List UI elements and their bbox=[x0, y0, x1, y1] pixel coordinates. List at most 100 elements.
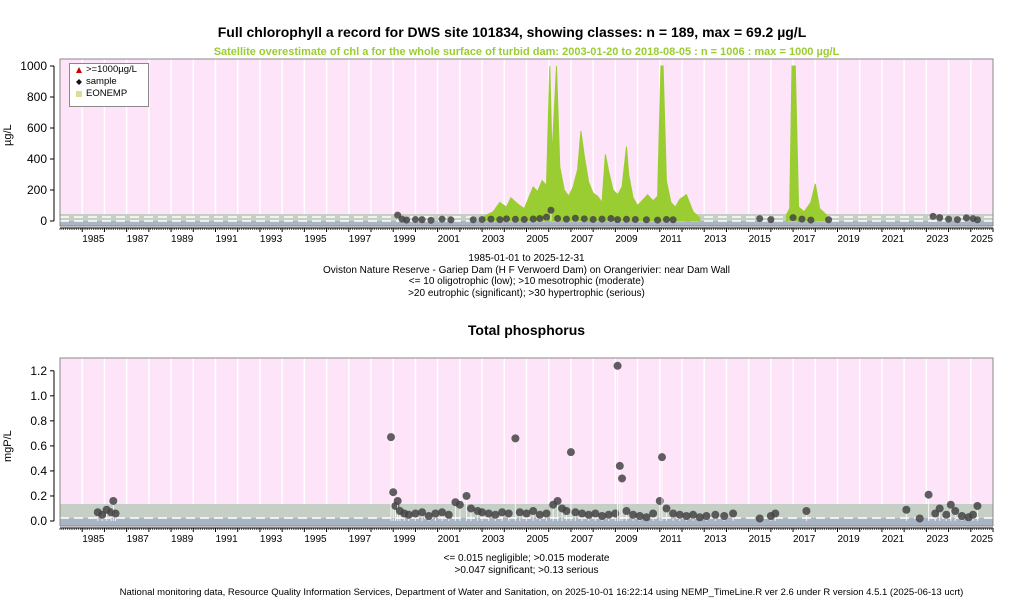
y-tick-label: 1.0 bbox=[30, 389, 47, 403]
square-icon bbox=[76, 91, 82, 97]
sample-point bbox=[929, 212, 937, 220]
chlorophyll-chart-subtitle: Satellite overestimate of chl a for the … bbox=[213, 46, 840, 58]
sample-point bbox=[618, 474, 627, 483]
x-tick-label: 2025 bbox=[971, 234, 994, 245]
sample-point bbox=[945, 215, 953, 223]
sample-point bbox=[411, 215, 419, 223]
sample-point bbox=[496, 216, 504, 224]
sample-point bbox=[973, 501, 982, 510]
x-tick-label: 1985 bbox=[82, 534, 105, 545]
x-tick-label: 2009 bbox=[615, 534, 638, 545]
x-tick-label: 2025 bbox=[971, 534, 994, 545]
caption-tp-class-high: >0.047 significant; >0.13 serious bbox=[454, 564, 599, 576]
sample-point bbox=[729, 509, 738, 518]
sample-point bbox=[427, 216, 435, 224]
sample-point bbox=[789, 214, 797, 222]
sample-point bbox=[389, 488, 398, 497]
sample-point bbox=[584, 510, 593, 519]
sample-point bbox=[447, 216, 455, 224]
sample-point bbox=[607, 215, 615, 223]
sample-point bbox=[915, 514, 924, 523]
sample-point bbox=[682, 511, 691, 520]
chlorophyll-y-axis-label: µg/L bbox=[2, 124, 14, 146]
x-tick-label: 1989 bbox=[171, 234, 194, 245]
sample-point bbox=[562, 506, 571, 515]
y-tick-label: 0.8 bbox=[30, 414, 47, 428]
sample-point bbox=[578, 509, 587, 518]
satellite-series-area bbox=[785, 65, 827, 222]
x-tick-label: 2007 bbox=[571, 234, 594, 245]
phosphorus-chart: 0.0 0.2 0.4 0.6 0.8 1.0 1.2 1985 1987 1989 1991 199… bbox=[30, 357, 994, 545]
sample-point bbox=[654, 216, 662, 224]
sample-point bbox=[802, 506, 811, 515]
x-tick-label: 1995 bbox=[304, 234, 327, 245]
sample-point bbox=[825, 216, 833, 224]
sample-point bbox=[622, 506, 631, 515]
sample-point bbox=[438, 215, 446, 223]
phosphorus-chart-title: Total phosphorus bbox=[467, 322, 586, 338]
sample-point bbox=[515, 508, 524, 517]
sample-point bbox=[554, 215, 562, 223]
sample-point bbox=[498, 508, 507, 517]
sample-point bbox=[658, 453, 667, 462]
sample-point bbox=[418, 508, 427, 517]
sample-point bbox=[924, 490, 933, 499]
sample-point bbox=[771, 509, 780, 518]
x-tick-label: 2005 bbox=[526, 534, 549, 545]
sample-point bbox=[591, 509, 600, 518]
y-tick-label: 800 bbox=[27, 90, 47, 104]
x-tick-label: 2017 bbox=[793, 534, 816, 545]
sample-point bbox=[604, 510, 613, 519]
sample-point bbox=[394, 211, 402, 219]
x-tick-label: 2009 bbox=[615, 234, 638, 245]
sample-point bbox=[611, 509, 620, 518]
sample-point bbox=[542, 213, 550, 221]
caption-site-name: Oviston Nature Reserve - Gariep Dam (H F… bbox=[323, 264, 730, 276]
sample-point bbox=[635, 511, 644, 520]
x-tick-label: 1993 bbox=[260, 534, 283, 545]
triangle-up-icon bbox=[76, 67, 82, 73]
sample-point bbox=[542, 509, 551, 518]
sample-point bbox=[942, 510, 951, 519]
sample-point bbox=[386, 433, 395, 442]
x-tick-label: 1993 bbox=[260, 234, 283, 245]
sample-point bbox=[669, 216, 677, 224]
sample-point bbox=[798, 215, 806, 223]
x-tick-label: 1987 bbox=[127, 234, 150, 245]
sample-point bbox=[689, 510, 698, 519]
y-tick-label: 1.2 bbox=[30, 364, 47, 378]
chlorophyll-caption: 1985-01-01 to 2025-12-31 Oviston Nature … bbox=[0, 253, 1024, 299]
sample-point bbox=[571, 214, 579, 222]
x-tick-label: 2017 bbox=[793, 234, 816, 245]
sample-point bbox=[662, 504, 671, 513]
sample-point bbox=[466, 504, 475, 513]
sample-point bbox=[520, 215, 528, 223]
y-tick-label: 0 bbox=[40, 214, 47, 228]
sample-point bbox=[756, 215, 764, 223]
y-tick-label: 400 bbox=[27, 152, 47, 166]
x-tick-label: 2021 bbox=[882, 534, 905, 545]
x-tick-label: 2011 bbox=[660, 234, 682, 245]
legend-item-above-limit: >=1000µg/L bbox=[70, 64, 148, 76]
sample-point bbox=[504, 509, 513, 518]
y-tick-label: 0.2 bbox=[30, 489, 47, 503]
sample-point bbox=[536, 215, 544, 223]
sample-point bbox=[589, 215, 597, 223]
sample-point bbox=[566, 448, 575, 457]
x-tick-label: 2003 bbox=[482, 234, 505, 245]
x-tick-label: 2023 bbox=[926, 534, 949, 545]
sample-point bbox=[613, 361, 622, 370]
x-tick-label: 1985 bbox=[82, 234, 105, 245]
x-tick-label: 2005 bbox=[526, 234, 549, 245]
x-tick-label: 2001 bbox=[438, 534, 461, 545]
sample-point bbox=[478, 508, 487, 517]
x-tick-label: 2007 bbox=[571, 534, 594, 545]
sample-point bbox=[462, 491, 471, 500]
sample-point bbox=[622, 215, 630, 223]
sample-point bbox=[511, 215, 519, 223]
sample-point bbox=[969, 510, 978, 519]
x-tick-label: 2013 bbox=[704, 234, 727, 245]
sample-point bbox=[631, 215, 639, 223]
sample-point bbox=[675, 510, 684, 519]
x-tick-label: 2021 bbox=[882, 234, 905, 245]
